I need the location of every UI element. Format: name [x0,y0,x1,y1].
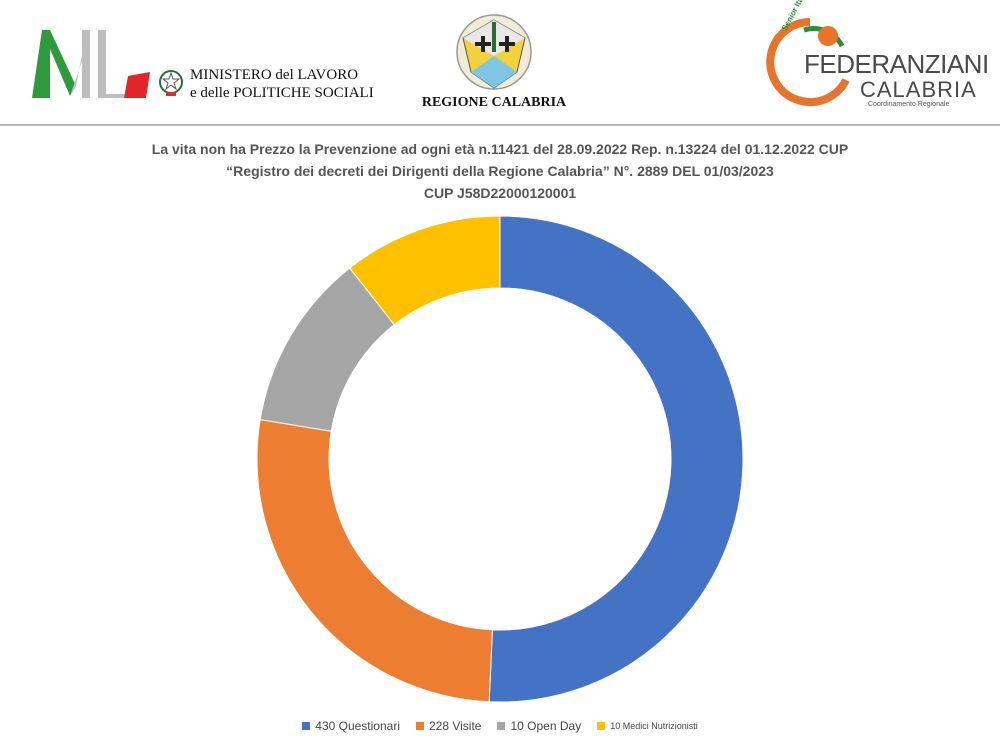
legend-swatch [302,722,311,730]
legend-swatch [497,722,506,730]
italian-emblem-icon [159,70,183,96]
region-name: REGIONE CALABRIA [421,95,567,110]
legend-item-4: 10 Medici Nutrizionisti [597,721,698,731]
chart-title-line-1: La vita non ha Prezzo la Prevenzione ad … [151,141,849,157]
legend-item-1: 430 Questionari [302,719,400,733]
legend-swatch [597,722,606,730]
ministero-logo [32,30,150,98]
legend-item-3: 10 Open Day [497,719,581,733]
legend-label: 228 Visite [429,719,482,733]
ministry-name: MINISTERO del LAVORO e delle POLITICHE S… [190,66,374,102]
legend-item-2: 228 Visite [416,719,481,733]
doughnut-chart [256,215,744,703]
calabria-shield-icon [456,14,532,90]
ministry-line-2: e delle POLITICHE SOCIALI [190,85,374,101]
header-divider [0,124,1000,126]
legend-label: 10 Medici Nutrizionisti [610,721,698,731]
chart-title-line-3: CUP J58D22000120001 [423,185,577,201]
chart-title-line-2: “Registro dei decreti dei Dirigenti dell… [226,163,774,179]
chart-title: La vita non ha Prezzo la Prevenzione ad … [0,138,1000,204]
legend-label: 430 Questionari [315,719,400,733]
federanziani-coordination: Coordinamento Regionale [868,101,950,108]
ministry-line-1: MINISTERO del LAVORO [190,67,359,83]
donut-slice-1 [488,215,744,703]
legend-label: 10 Open Day [510,719,582,733]
donut-slice-2 [256,418,493,703]
federanziani-subtitle: CALABRIA [860,77,977,102]
federanziani-logo [766,18,850,106]
header-banner: MINISTERO del LAVORO e delle POLITICHE S… [0,0,1000,124]
donut-slice-4 [348,215,501,326]
chart-legend: 430 Questionari 228 Visite 10 Open Day 10 M… [0,719,1000,733]
legend-swatch [416,722,424,730]
federanziani-title: FEDERANZIANI [804,49,989,79]
